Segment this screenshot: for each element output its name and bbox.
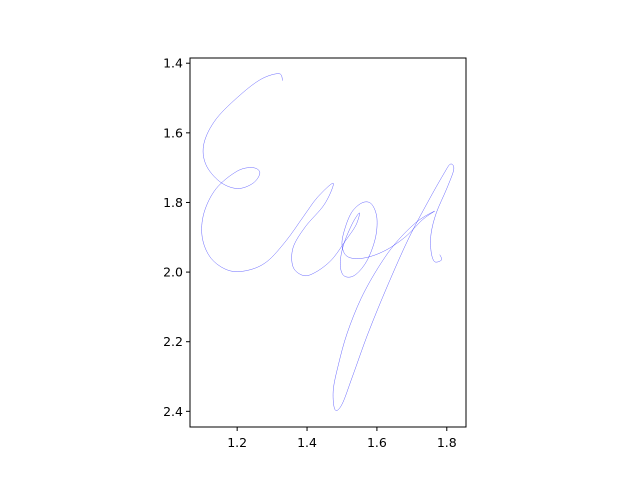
y-tick-label: 1.4 <box>163 56 183 71</box>
y-tick-label: 2.4 <box>163 404 183 419</box>
y-tick-label: 2.0 <box>163 265 183 280</box>
plot-area <box>190 58 466 427</box>
y-axis: 1.4 1.6 1.8 2.0 2.2 2.4 <box>163 56 190 419</box>
plot-frame <box>189 57 467 428</box>
x-axis: 1.2 1.4 1.6 1.8 <box>227 427 457 450</box>
series-line <box>201 73 455 411</box>
y-tick-label: 1.8 <box>163 195 183 210</box>
x-tick-label: 1.2 <box>227 435 247 450</box>
y-tick-label: 1.6 <box>163 125 183 140</box>
y-tick-label: 2.2 <box>163 334 183 349</box>
series-layer <box>201 73 455 411</box>
x-tick-label: 1.6 <box>367 435 387 450</box>
x-tick-label: 1.4 <box>297 435 317 450</box>
x-tick-label: 1.8 <box>437 435 457 450</box>
